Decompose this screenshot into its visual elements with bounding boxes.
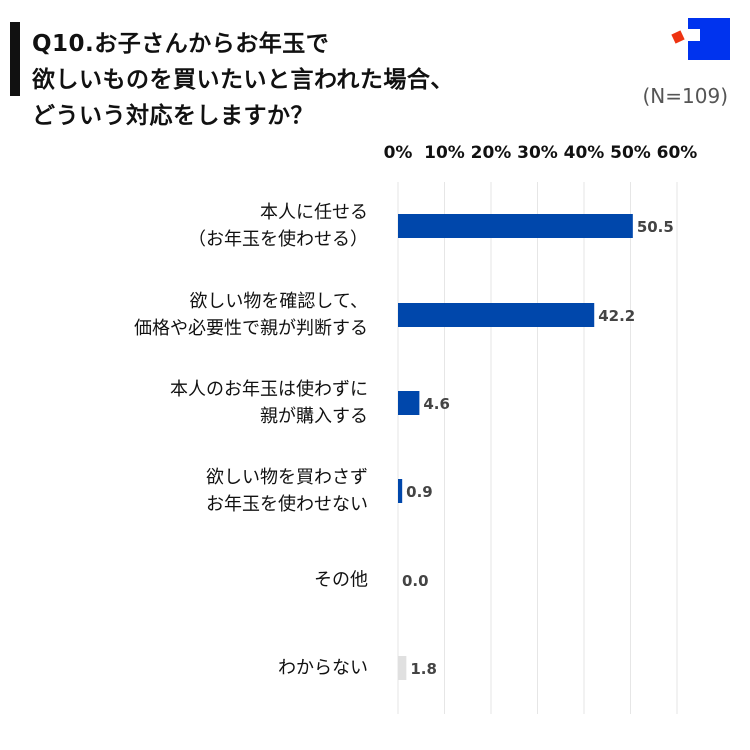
bar <box>398 656 407 680</box>
category-label-line: お年玉を使わせない <box>206 494 368 515</box>
bar <box>398 303 595 327</box>
x-tick-label: 0% <box>384 143 413 163</box>
category-label: 本人のお年玉は使わずに親が購入する <box>170 376 368 430</box>
data-label: 42.2 <box>598 307 635 325</box>
category-label: 欲しい物を確認して、価格や必要性で親が判断する <box>134 288 368 342</box>
x-tick-label: 10% <box>424 143 465 163</box>
brand-logo-icon <box>671 18 730 60</box>
data-label: 4.6 <box>423 395 450 413</box>
category-label-line: その他 <box>314 569 368 591</box>
data-label: 1.8 <box>410 660 437 678</box>
category-label: 本人に任せる （お年玉を使わせる） <box>188 199 368 253</box>
title-line: どういう対応をしますか？ <box>32 103 314 129</box>
x-tick-label: 50% <box>610 143 651 163</box>
sample-size: (N=109) <box>642 84 729 108</box>
category-label-line: （お年玉を使わせる） <box>188 229 368 250</box>
data-label: 50.5 <box>637 218 674 236</box>
category-label: その他 <box>314 567 368 594</box>
x-tick-label: 60% <box>657 143 698 163</box>
bar <box>398 391 420 415</box>
category-label-line: 欲しい物を買わさず <box>206 467 368 488</box>
chart-title: Q10.お子さんからお年玉で 欲しいものを買いたいと言われた場合、 どういう対応… <box>32 26 454 134</box>
title-line: 欲しいものを買いたいと言われた場合、 <box>32 67 454 93</box>
title-line: Q10.お子さんからお年玉で <box>32 31 330 57</box>
category-label-line: 親が購入する <box>260 406 368 427</box>
x-tick-label: 40% <box>564 143 605 163</box>
x-tick-label: 30% <box>517 143 558 163</box>
data-label: 0.0 <box>402 572 429 590</box>
category-label-line: 欲しい物を確認して、 <box>189 291 368 312</box>
category-label: 欲しい物を買わさず お年玉を使わせない <box>206 464 368 518</box>
category-label-line: 本人のお年玉は使わずに <box>170 379 368 400</box>
category-label: わからない <box>278 655 368 682</box>
category-label-line: わからない <box>278 657 368 679</box>
category-label-line: 価格や必要性で親が判断する <box>134 318 368 339</box>
title-accent-bar <box>10 22 20 96</box>
x-tick-label: 20% <box>471 143 512 163</box>
data-label: 0.9 <box>406 483 433 501</box>
bar <box>398 214 633 238</box>
category-label-line: 本人に任せる <box>260 202 368 223</box>
bar <box>398 479 403 503</box>
